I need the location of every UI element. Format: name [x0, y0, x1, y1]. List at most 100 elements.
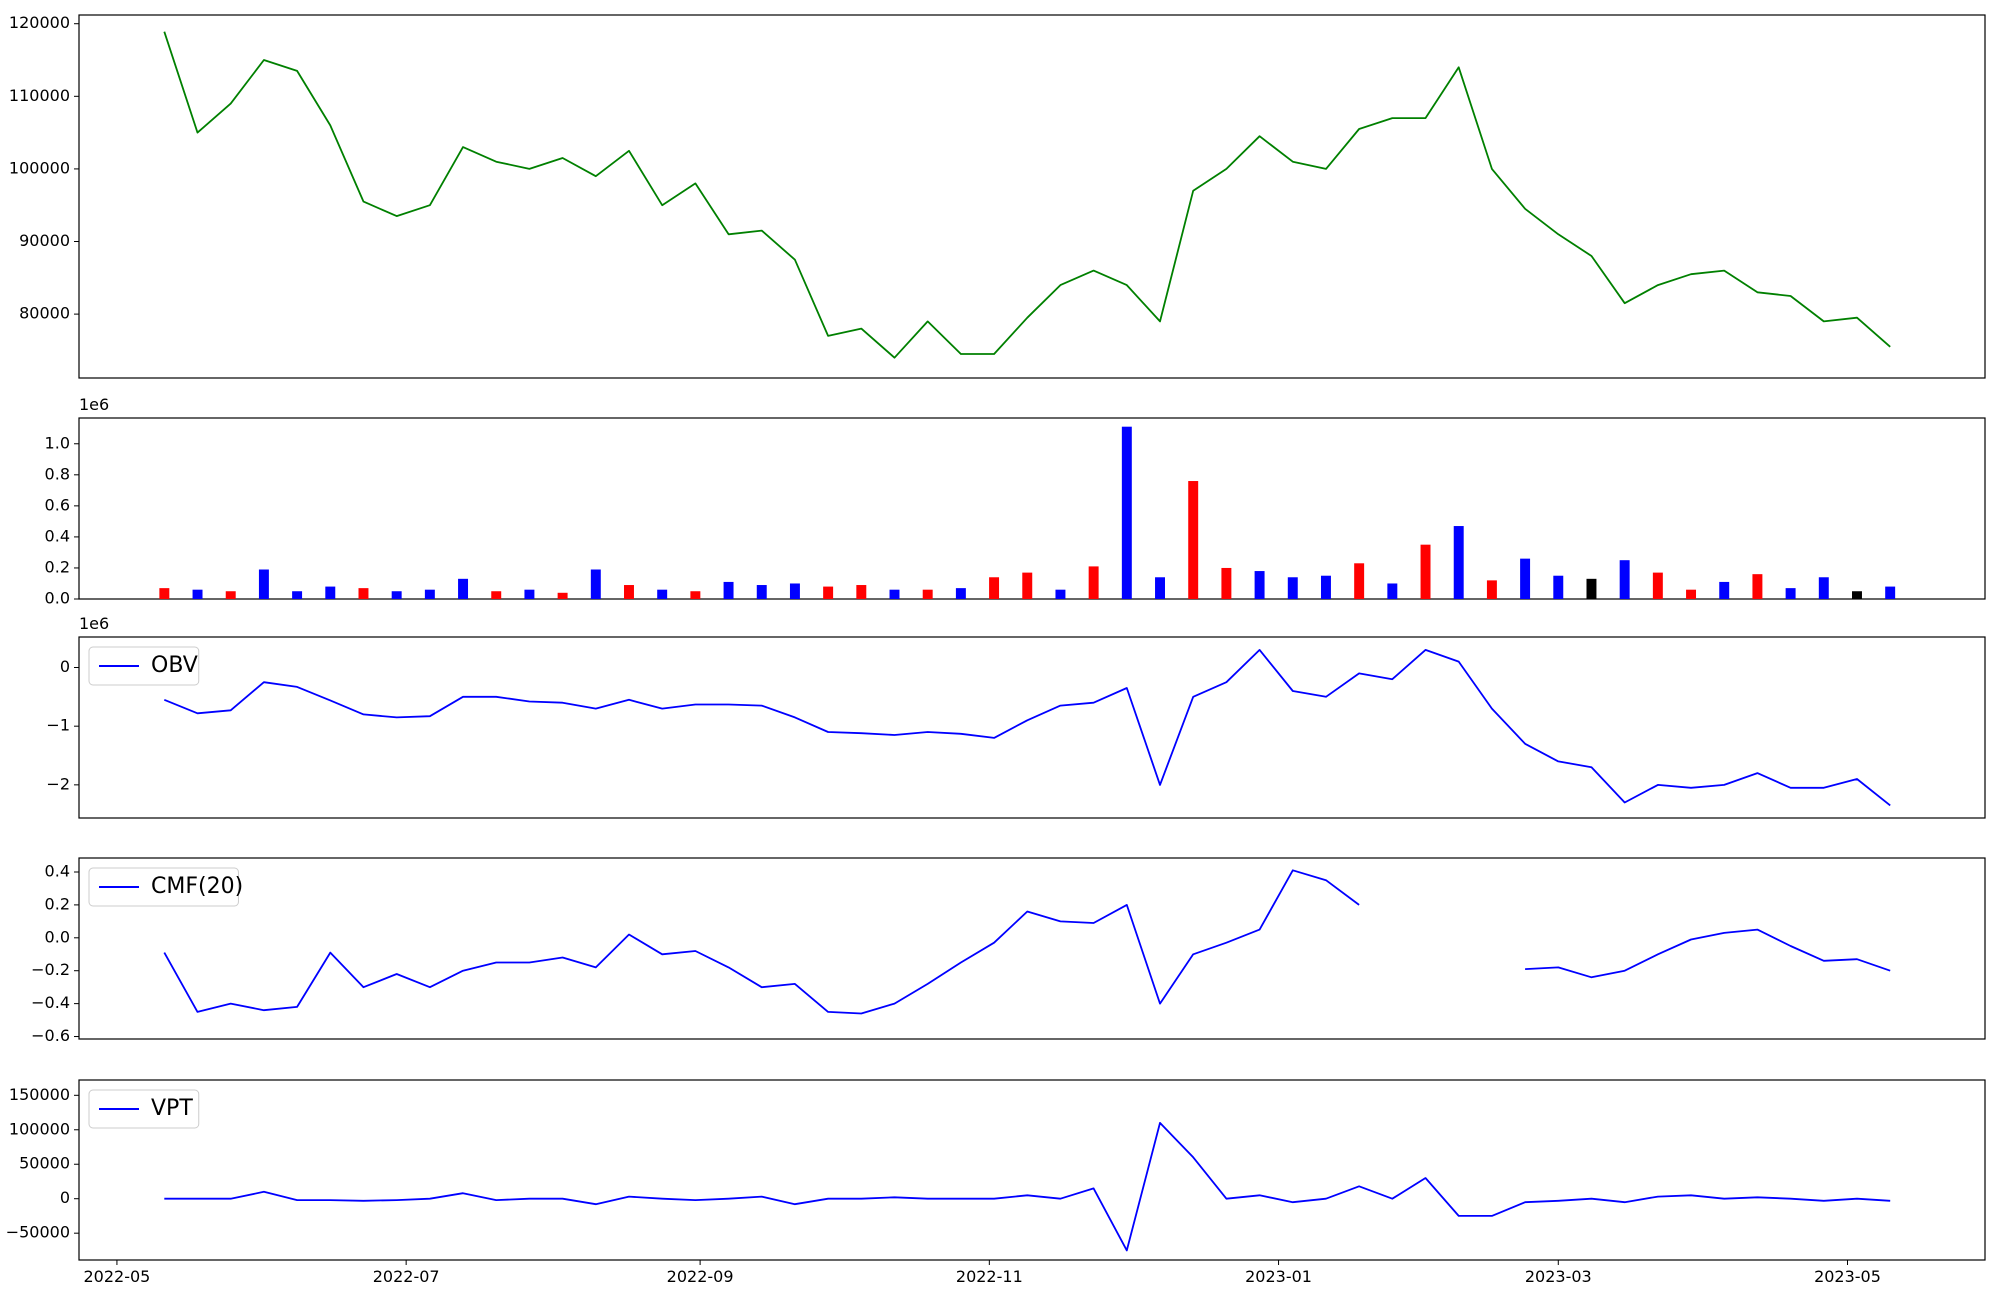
volume-bar [1719, 581, 1730, 599]
volume-bar [657, 589, 668, 599]
y-tick-label: 110000 [9, 86, 70, 105]
volume-bar [856, 585, 867, 599]
volume-bar [1486, 580, 1497, 599]
volume-bar [1885, 586, 1896, 599]
y-tick-label: −0.4 [31, 993, 70, 1012]
volume-bar [590, 569, 601, 599]
x-tick-label: 2022-07 [373, 1267, 440, 1286]
volume-bar [1022, 572, 1033, 599]
volume-bar [1088, 566, 1099, 599]
volume-bar [989, 577, 1000, 599]
axes-frame [78, 417, 1986, 600]
volume-bar [1453, 526, 1464, 599]
volume-bar [159, 588, 170, 599]
axes-frame [78, 1079, 1986, 1261]
volume-bar [1055, 589, 1066, 599]
x-tick-label: 2023-01 [1245, 1267, 1312, 1286]
volume-bar [292, 591, 303, 599]
volume-bar [1121, 426, 1132, 599]
legend-label: VPT [151, 1096, 193, 1121]
volume-bar [258, 569, 269, 599]
y-tick-label: 120000 [9, 13, 70, 32]
y-tick-label: 1.0 [45, 433, 70, 452]
indicator-line [163, 869, 1891, 1015]
indicator-line [164, 1122, 1891, 1252]
y-tick-label: 0.6 [45, 495, 70, 514]
volume-bar [1287, 577, 1298, 599]
volume-bar [690, 591, 701, 599]
y-tick-label: −1 [46, 716, 70, 735]
volume-bar [192, 589, 203, 599]
volume-bar [1586, 578, 1597, 599]
volume-bar [458, 578, 469, 599]
volume-bar [823, 586, 834, 599]
volume-bar [1155, 577, 1165, 599]
legend-box [88, 867, 239, 907]
volume-bar [1752, 574, 1763, 599]
y-tick-label: 100000 [9, 158, 70, 177]
x-tick-label: 2023-05 [1814, 1267, 1881, 1286]
volume-bar [922, 589, 933, 599]
volume-bar [889, 589, 900, 599]
volume-bar [1387, 583, 1398, 599]
y-tick-label: 0.2 [45, 557, 70, 576]
indicator-line [163, 649, 1891, 807]
volume-bar [1652, 572, 1663, 599]
y-tick-label: 0.2 [45, 894, 70, 913]
y-tick-label: 0.4 [45, 861, 70, 880]
volume-bar [1420, 544, 1431, 599]
volume-bar [1354, 563, 1365, 599]
volume-bar [624, 585, 634, 599]
x-tick-label: 2022-05 [84, 1267, 151, 1286]
volume-bar [1818, 577, 1829, 599]
y-tick-label: −2 [46, 774, 70, 793]
axes-frame [78, 857, 1986, 1040]
volume-bar [1785, 588, 1796, 599]
y-tick-label: 0.4 [45, 526, 70, 545]
legend-label: CMF(20) [151, 874, 243, 899]
volume-bar [325, 586, 336, 599]
x-tick-label: 2022-09 [667, 1267, 734, 1286]
axes-frame [78, 636, 1986, 819]
volume-bar [391, 591, 402, 599]
volume-bar [1852, 591, 1862, 599]
volume-bar [1188, 481, 1199, 599]
volume-bar [1520, 558, 1531, 599]
x-tick-label: 2023-03 [1525, 1267, 1592, 1286]
y-tick-label: 50000 [19, 1154, 70, 1173]
volume-bar [557, 592, 568, 599]
volume-bar [358, 588, 369, 599]
volume-bar [723, 581, 734, 599]
y-tick-label: 0 [60, 657, 70, 676]
volume-bar [789, 583, 800, 599]
volume-bar [1320, 575, 1331, 599]
y-tick-label: 0.8 [45, 464, 70, 483]
x-tick-label: 2022-11 [956, 1267, 1023, 1286]
y-tick-label: 0.0 [45, 589, 70, 608]
offset-label: 1e6 [79, 614, 109, 633]
volume-bar [424, 589, 435, 599]
y-tick-label: 100000 [9, 1119, 70, 1138]
volume-bar [1686, 589, 1697, 599]
volume-bar [1254, 571, 1265, 599]
legend-box [88, 1089, 200, 1129]
y-tick-label: 0 [60, 1188, 70, 1207]
volume-bar [491, 591, 502, 599]
volume-bar [1619, 560, 1630, 599]
offset-label: 1e6 [79, 395, 109, 414]
axes-frame [78, 14, 1986, 379]
volume-bar [756, 585, 767, 599]
volume-bar [524, 589, 535, 599]
y-tick-label: 150000 [9, 1085, 70, 1104]
y-tick-label: −50000 [6, 1223, 70, 1242]
price-line [163, 31, 1891, 359]
y-tick-label: 90000 [19, 231, 70, 250]
y-tick-label: 0.0 [45, 927, 70, 946]
volume-bar [1553, 575, 1564, 599]
volume-bar [225, 591, 236, 599]
y-tick-label: −0.2 [31, 960, 70, 979]
volume-bar [1221, 567, 1232, 599]
y-tick-label: −0.6 [31, 1026, 70, 1045]
y-tick-label: 80000 [19, 304, 70, 323]
